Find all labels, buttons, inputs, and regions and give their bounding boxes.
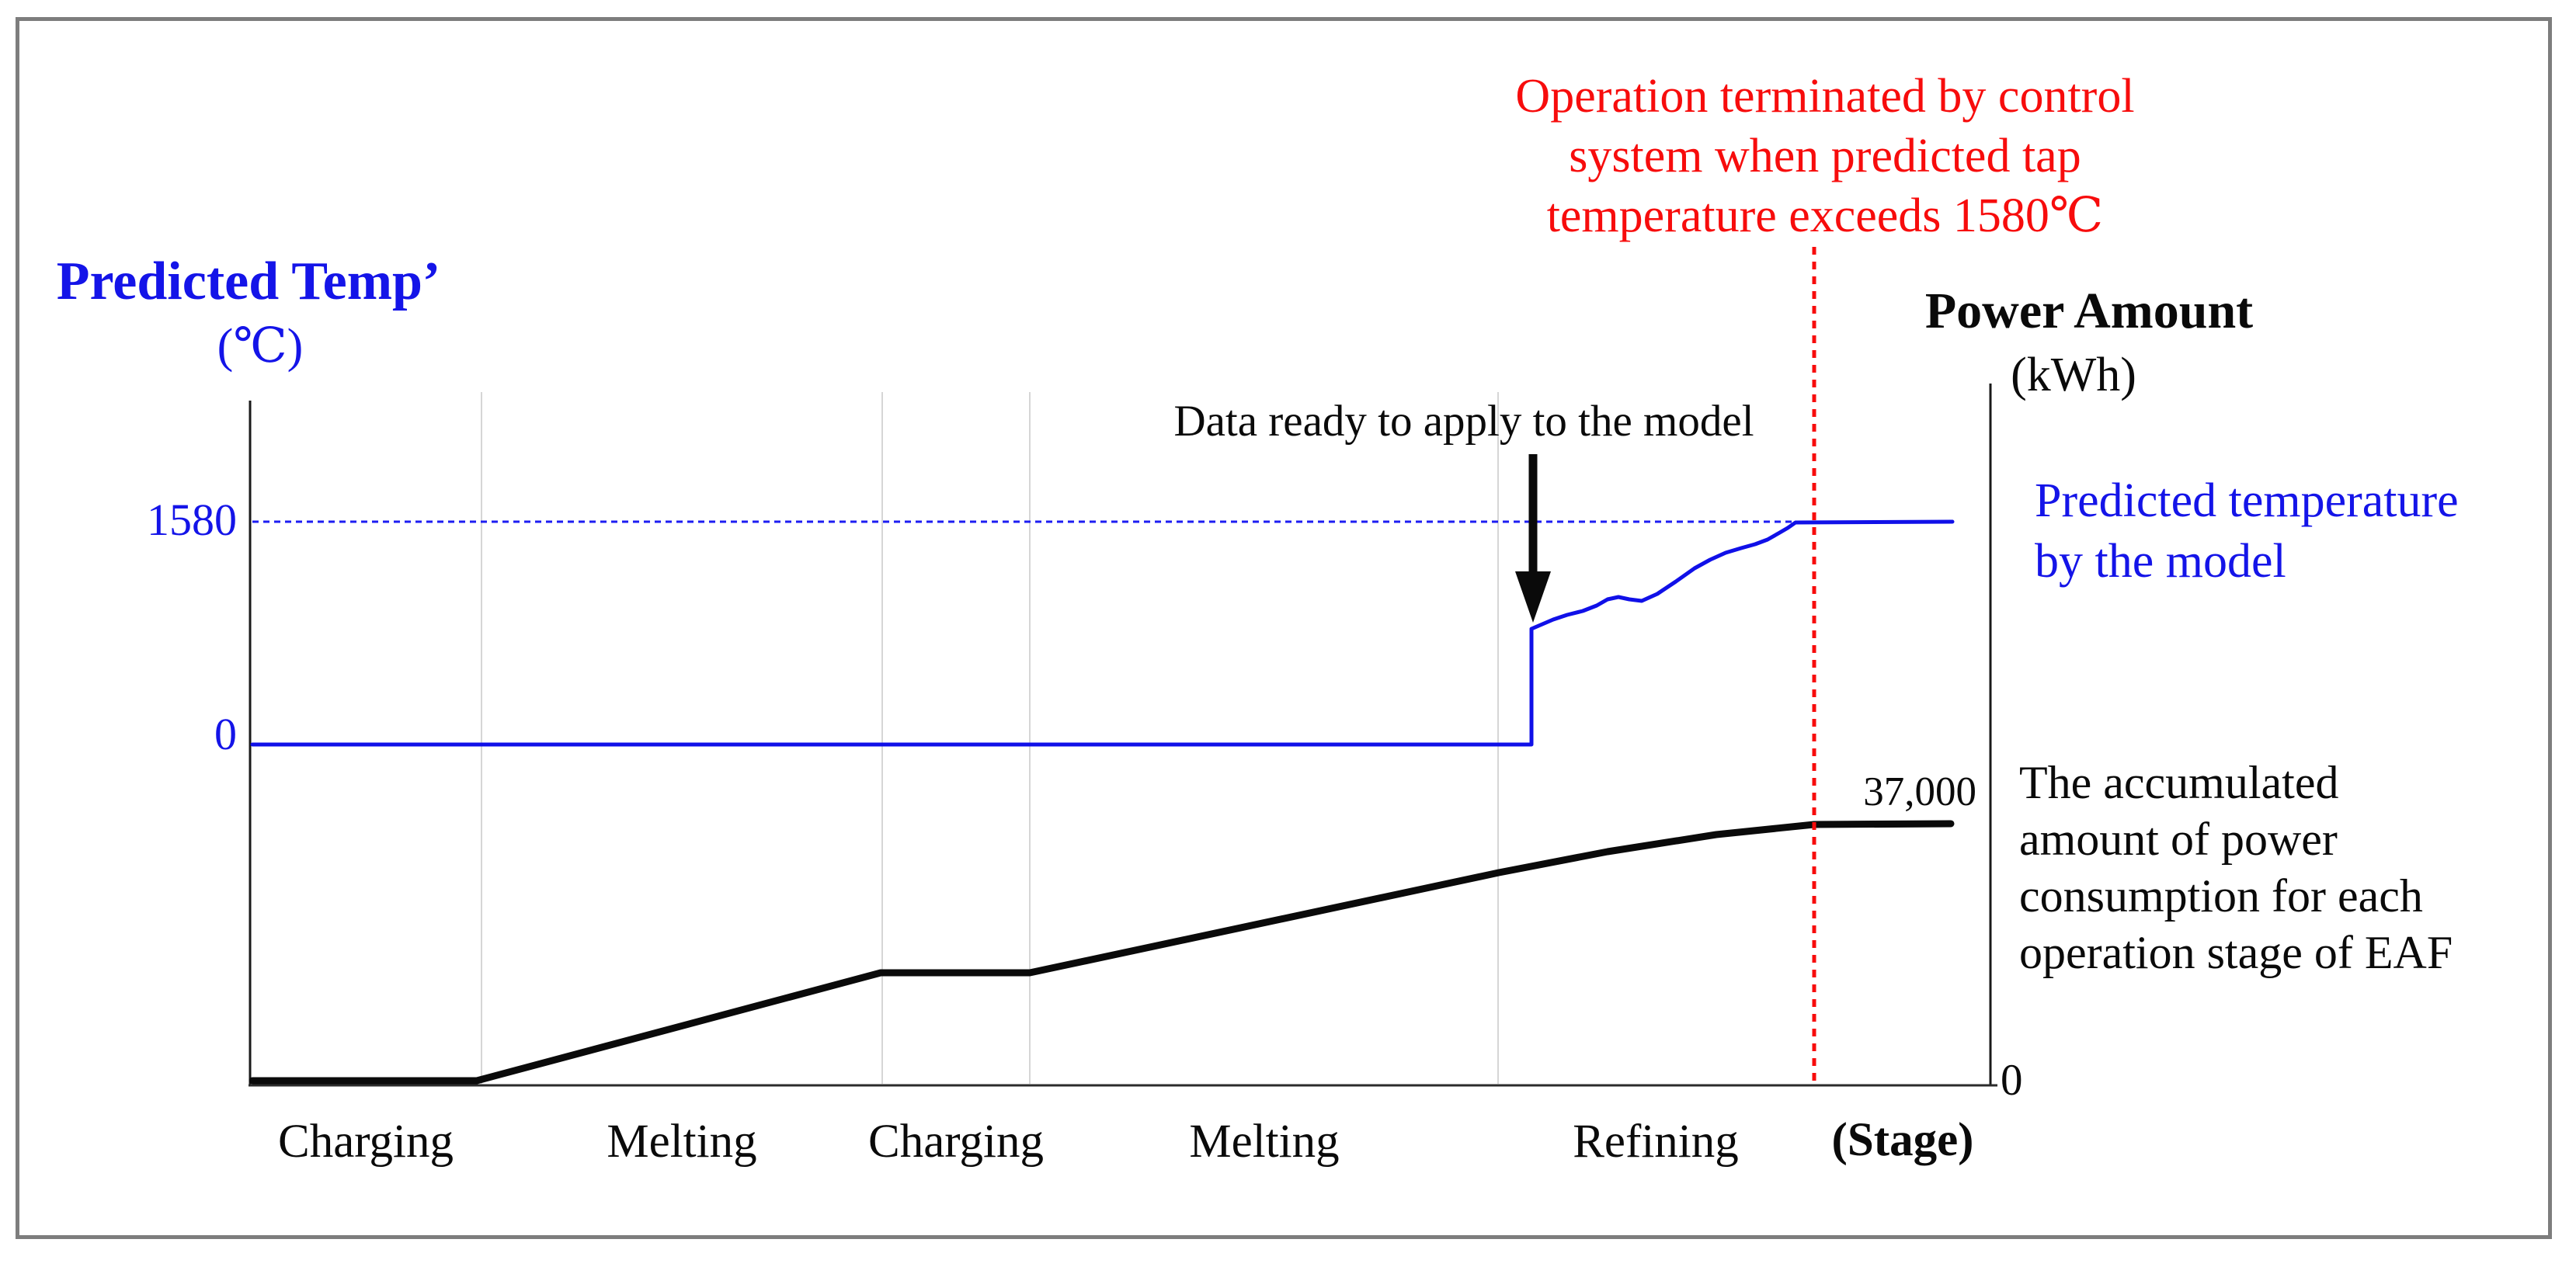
stage-label-melting-2: Melting — [1189, 1116, 1340, 1168]
left-axis-tick-0: 0 — [214, 709, 237, 759]
stage-label-charging-1: Charging — [278, 1116, 454, 1168]
temperature-series-legend: Predicted temperature by the model — [2035, 470, 2576, 592]
left-axis-unit: (℃) — [217, 320, 304, 373]
data-ready-annotation: Data ready to apply to the model — [1173, 397, 1754, 446]
stage-label-melting-1: Melting — [607, 1116, 757, 1168]
accumulated-power-curve — [249, 820, 1955, 1085]
power-series-legend: The accumulated amount of power consumpt… — [2019, 755, 2576, 981]
termination-annotation: Operation terminated by control system w… — [1437, 67, 2213, 246]
stage-label-charging-2: Charging — [868, 1116, 1044, 1168]
right-axis-unit: (kWh) — [2011, 349, 2136, 401]
power-series-legend-line: amount of power — [2019, 814, 2338, 865]
predicted-temperature-curve — [250, 519, 1955, 747]
stage-label-refining: Refining — [1573, 1116, 1739, 1168]
left-axis-tick-1580: 1580 — [147, 495, 237, 545]
temperature-series-legend-line: by the model — [2035, 535, 2286, 588]
left-axis-title: Predicted Temp’ — [56, 252, 441, 311]
termination-annotation-line: temperature exceeds 1580℃ — [1546, 189, 2104, 242]
temperature-series-legend-line: Predicted temperature — [2035, 474, 2459, 527]
stage-axis-unit-label: (Stage) — [1831, 1114, 1974, 1166]
power-final-value-label: 37,000 — [1863, 769, 1976, 814]
data-ready-arrow-head — [1515, 571, 1551, 623]
power-series-legend-line: The accumulated — [2019, 757, 2339, 808]
termination-annotation-line: system when predicted tap — [1569, 130, 2081, 182]
right-axis-title: Power Amount — [1924, 283, 2254, 339]
figure-border — [16, 17, 2552, 1239]
termination-annotation-line: Operation terminated by control — [1515, 70, 2135, 123]
power-series-legend-line: operation stage of EAF — [2019, 927, 2453, 978]
right-axis-tick-0: 0 — [2001, 1056, 2023, 1105]
power-series-legend-line: consumption for each — [2019, 870, 2423, 922]
